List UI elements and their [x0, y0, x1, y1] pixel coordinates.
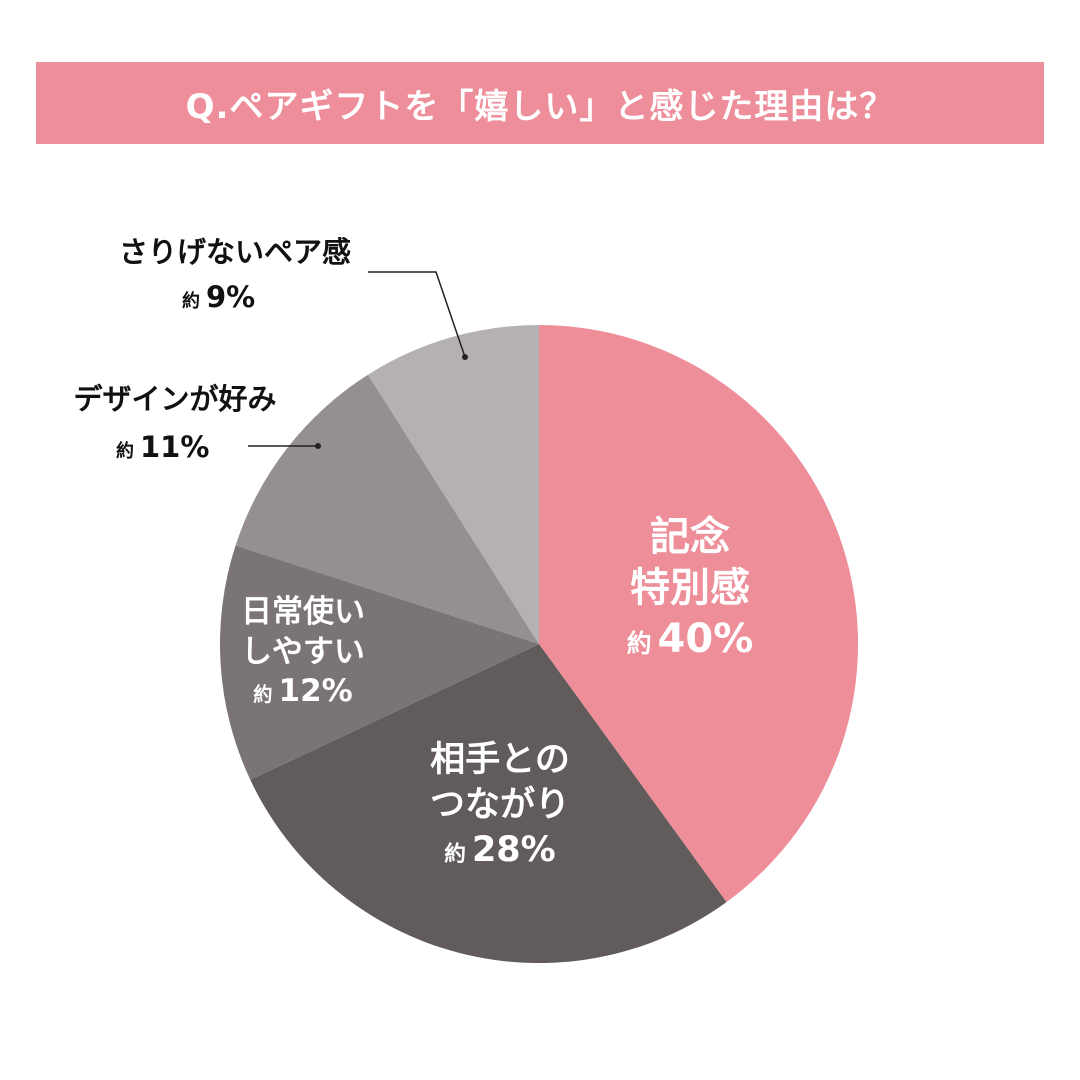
approx-mark: 約	[116, 440, 134, 462]
slice-sarigenai-pea-kan	[368, 325, 539, 644]
approx-mark: 約	[182, 290, 200, 312]
approx-mark: 約	[626, 629, 652, 659]
label-28-value: 28%	[471, 829, 556, 870]
label-40-line1: 記念	[650, 514, 730, 560]
label-11-value-row: 約 11%	[50, 424, 300, 472]
leader-dot-9	[462, 354, 468, 360]
label-11-value: 11%	[139, 429, 210, 464]
approx-mark: 約	[253, 683, 273, 707]
label-40-line2: 特別感	[630, 565, 750, 612]
label-12-value: 12%	[278, 673, 353, 710]
label-28: 相手との つながり 約 28%	[410, 738, 590, 872]
label-11-line1: デザインが好み	[73, 382, 277, 416]
label-9-value-row: 約 9%	[100, 275, 370, 320]
label-28-line1: 相手との	[430, 740, 570, 780]
slice-nichijo-tsukaiyasui	[219, 545, 539, 780]
approx-mark: 約	[444, 841, 466, 867]
label-28-value-row: 約 28%	[410, 828, 590, 873]
label-12: 日常使い しやすい 約 12%	[228, 593, 378, 712]
label-40-value: 40%	[657, 616, 754, 663]
label-12-line2: しやすい	[241, 633, 365, 670]
label-12-line1: 日常使い	[241, 594, 365, 630]
leader-dot-11	[315, 443, 321, 449]
label-40: 記念 特別感 約 40%	[610, 512, 770, 666]
title-bar: Q.ペアギフトを「嬉しい」と感じた理由は？	[36, 62, 1044, 144]
slice-kinen-tokubetsukan	[539, 324, 859, 903]
label-11: デザインが好み 約 11%	[50, 376, 300, 472]
label-9-value: 9%	[205, 279, 256, 314]
leader-line-9	[368, 271, 466, 358]
label-28-line2: つながり	[429, 784, 570, 825]
label-9-line1: さりげないペア感	[118, 235, 351, 269]
label-40-value-row: 約 40%	[610, 614, 770, 665]
label-12-value-row: 約 12%	[228, 672, 378, 712]
label-9: さりげないペア感 約 9%	[100, 230, 370, 320]
chart-title: Q.ペアギフトを「嬉しい」と感じた理由は？	[185, 86, 895, 127]
slice-design-ga-konomi	[235, 374, 539, 644]
slice-aite-tono-tsunagari	[250, 644, 727, 964]
